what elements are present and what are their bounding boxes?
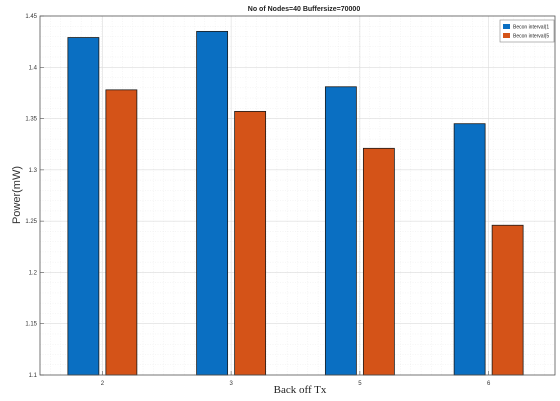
y-axis-label: Power(mW) <box>11 166 23 224</box>
bar-2-2 <box>105 89 138 376</box>
legend-box <box>499 19 555 43</box>
bar-1-2 <box>67 37 100 376</box>
y-tick-label: 1.25 <box>25 219 37 225</box>
x-tick-label: 3 <box>229 381 233 387</box>
y-tick-label: 1.45 <box>25 14 37 20</box>
legend-swatch-2 <box>503 33 510 38</box>
y-tick-label: 1.4 <box>29 65 38 71</box>
bars <box>67 30 524 376</box>
y-tick-label: 1.15 <box>25 322 37 328</box>
plot-frame <box>39 15 556 376</box>
y-tick-label: 1.1 <box>29 373 38 379</box>
y-ticks: 1.1 1.15 1.2 1.25 1.3 1.35 1.4 1.45 <box>25 14 44 379</box>
y-tick-label: 1.3 <box>29 168 38 174</box>
bar-1-3 <box>196 30 229 376</box>
y-tick-label: 1.2 <box>29 270 38 276</box>
legend-label-1: Becon interval(1 <box>513 25 549 31</box>
legend-label-2: Becon interval(5 <box>513 34 549 40</box>
x-tick-label: 2 <box>101 381 105 387</box>
x-tick-label: 5 <box>358 381 362 387</box>
x-ticks: 2 3 5 6 <box>101 371 491 387</box>
chart-title: No of Nodes=40 Buffersize=70000 <box>248 6 361 13</box>
legend-swatch-1 <box>503 24 510 29</box>
bar-2-6 <box>491 224 524 376</box>
x-tick-label: 6 <box>487 381 491 387</box>
bar-1-6 <box>453 123 486 376</box>
bar-1-5 <box>324 86 357 376</box>
legend: Becon interval(1 Becon interval(5 <box>499 19 555 43</box>
x-axis-label: Back off Tx <box>274 384 327 396</box>
bar-2-5 <box>362 147 395 376</box>
bar-2-3 <box>234 110 267 376</box>
y-tick-label: 1.35 <box>25 117 37 123</box>
